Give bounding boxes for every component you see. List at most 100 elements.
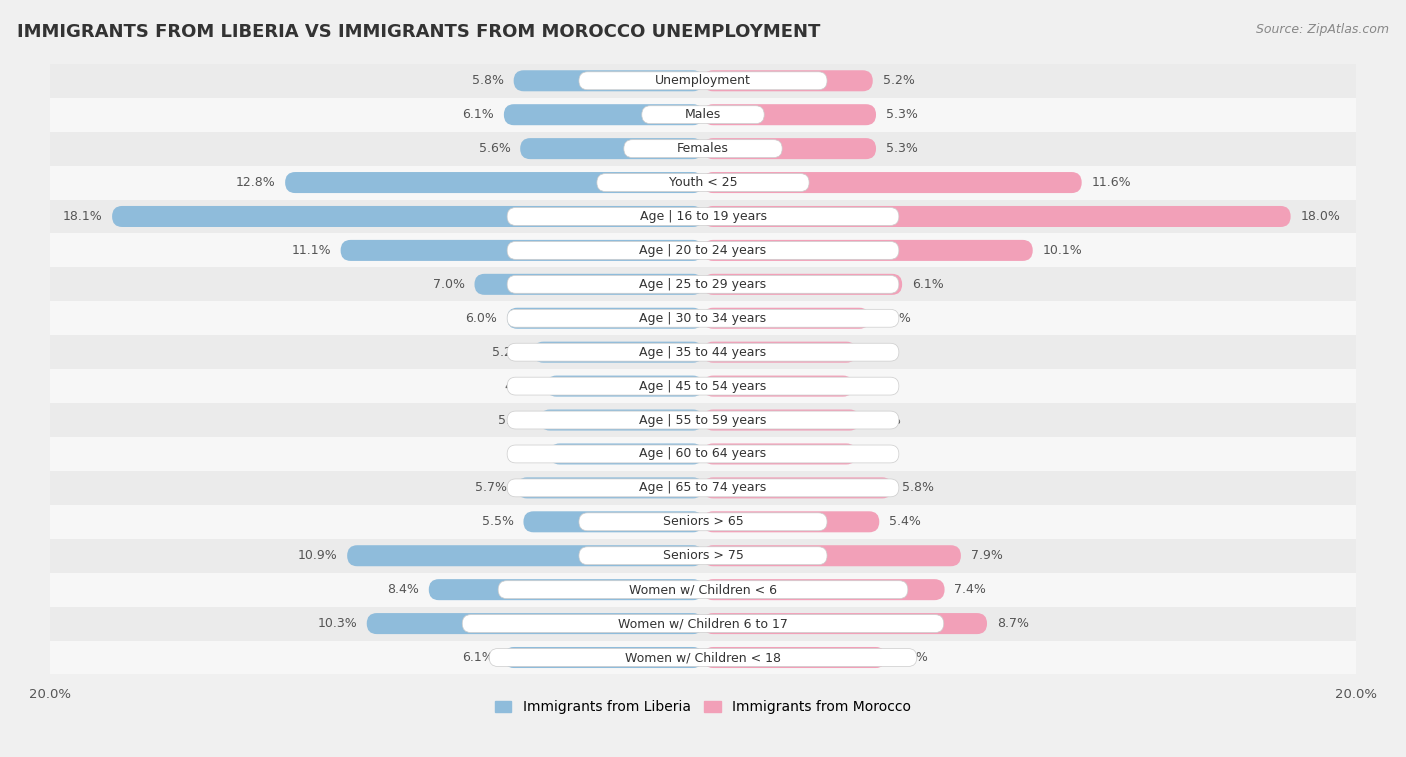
- FancyBboxPatch shape: [51, 200, 1355, 233]
- Text: 5.6%: 5.6%: [896, 651, 928, 664]
- Text: 4.7%: 4.7%: [866, 447, 898, 460]
- FancyBboxPatch shape: [508, 377, 898, 395]
- FancyBboxPatch shape: [51, 403, 1355, 437]
- FancyBboxPatch shape: [703, 511, 879, 532]
- Text: 5.8%: 5.8%: [903, 481, 934, 494]
- Text: 11.1%: 11.1%: [291, 244, 330, 257]
- FancyBboxPatch shape: [579, 72, 827, 90]
- FancyBboxPatch shape: [703, 375, 853, 397]
- Text: 6.1%: 6.1%: [912, 278, 943, 291]
- Text: 5.2%: 5.2%: [883, 74, 914, 87]
- FancyBboxPatch shape: [340, 240, 703, 261]
- Text: Unemployment: Unemployment: [655, 74, 751, 87]
- Text: 5.7%: 5.7%: [475, 481, 508, 494]
- Text: IMMIGRANTS FROM LIBERIA VS IMMIGRANTS FROM MOROCCO UNEMPLOYMENT: IMMIGRANTS FROM LIBERIA VS IMMIGRANTS FR…: [17, 23, 820, 41]
- Text: 5.3%: 5.3%: [886, 108, 918, 121]
- FancyBboxPatch shape: [520, 138, 703, 159]
- Text: 6.0%: 6.0%: [465, 312, 498, 325]
- Text: 11.6%: 11.6%: [1091, 176, 1130, 189]
- Text: Youth < 25: Youth < 25: [669, 176, 737, 189]
- FancyBboxPatch shape: [579, 547, 827, 565]
- FancyBboxPatch shape: [503, 647, 703, 668]
- Text: 10.9%: 10.9%: [298, 550, 337, 562]
- FancyBboxPatch shape: [508, 479, 898, 497]
- Text: Age | 25 to 29 years: Age | 25 to 29 years: [640, 278, 766, 291]
- Text: Source: ZipAtlas.com: Source: ZipAtlas.com: [1256, 23, 1389, 36]
- Text: 8.7%: 8.7%: [997, 617, 1029, 630]
- FancyBboxPatch shape: [703, 274, 903, 294]
- FancyBboxPatch shape: [51, 301, 1355, 335]
- Text: 4.7%: 4.7%: [508, 447, 540, 460]
- Text: 18.1%: 18.1%: [62, 210, 103, 223]
- FancyBboxPatch shape: [498, 581, 908, 599]
- FancyBboxPatch shape: [703, 70, 873, 92]
- FancyBboxPatch shape: [703, 444, 856, 465]
- FancyBboxPatch shape: [508, 445, 898, 463]
- Text: Age | 16 to 19 years: Age | 16 to 19 years: [640, 210, 766, 223]
- FancyBboxPatch shape: [508, 310, 898, 327]
- FancyBboxPatch shape: [703, 579, 945, 600]
- Text: 18.0%: 18.0%: [1301, 210, 1340, 223]
- FancyBboxPatch shape: [703, 410, 859, 431]
- FancyBboxPatch shape: [703, 647, 886, 668]
- FancyBboxPatch shape: [508, 343, 898, 361]
- Text: 6.1%: 6.1%: [463, 108, 494, 121]
- FancyBboxPatch shape: [347, 545, 703, 566]
- FancyBboxPatch shape: [703, 138, 876, 159]
- FancyBboxPatch shape: [533, 341, 703, 363]
- FancyBboxPatch shape: [517, 478, 703, 498]
- FancyBboxPatch shape: [703, 613, 987, 634]
- Text: 7.4%: 7.4%: [955, 583, 986, 597]
- Text: Age | 65 to 74 years: Age | 65 to 74 years: [640, 481, 766, 494]
- FancyBboxPatch shape: [51, 98, 1355, 132]
- FancyBboxPatch shape: [51, 64, 1355, 98]
- FancyBboxPatch shape: [598, 173, 808, 192]
- FancyBboxPatch shape: [547, 375, 703, 397]
- Text: 10.3%: 10.3%: [318, 617, 357, 630]
- Text: 7.0%: 7.0%: [433, 278, 464, 291]
- FancyBboxPatch shape: [51, 166, 1355, 200]
- FancyBboxPatch shape: [474, 274, 703, 294]
- FancyBboxPatch shape: [703, 240, 1033, 261]
- Text: 4.6%: 4.6%: [863, 379, 894, 393]
- FancyBboxPatch shape: [579, 512, 827, 531]
- Text: 4.8%: 4.8%: [869, 413, 901, 426]
- FancyBboxPatch shape: [540, 410, 703, 431]
- FancyBboxPatch shape: [463, 615, 943, 633]
- Text: Males: Males: [685, 108, 721, 121]
- FancyBboxPatch shape: [285, 172, 703, 193]
- FancyBboxPatch shape: [513, 70, 703, 92]
- Text: 4.8%: 4.8%: [505, 379, 537, 393]
- FancyBboxPatch shape: [703, 104, 876, 125]
- FancyBboxPatch shape: [703, 545, 960, 566]
- Text: 5.6%: 5.6%: [478, 142, 510, 155]
- Text: 8.4%: 8.4%: [387, 583, 419, 597]
- FancyBboxPatch shape: [489, 649, 917, 666]
- FancyBboxPatch shape: [703, 172, 1081, 193]
- FancyBboxPatch shape: [51, 233, 1355, 267]
- FancyBboxPatch shape: [503, 104, 703, 125]
- Text: 5.4%: 5.4%: [889, 516, 921, 528]
- FancyBboxPatch shape: [51, 539, 1355, 573]
- FancyBboxPatch shape: [429, 579, 703, 600]
- FancyBboxPatch shape: [508, 411, 898, 429]
- Text: Age | 35 to 44 years: Age | 35 to 44 years: [640, 346, 766, 359]
- Text: 4.7%: 4.7%: [866, 346, 898, 359]
- Text: Females: Females: [678, 142, 728, 155]
- FancyBboxPatch shape: [51, 573, 1355, 606]
- Text: Age | 20 to 24 years: Age | 20 to 24 years: [640, 244, 766, 257]
- Legend: Immigrants from Liberia, Immigrants from Morocco: Immigrants from Liberia, Immigrants from…: [495, 700, 911, 714]
- FancyBboxPatch shape: [703, 478, 893, 498]
- FancyBboxPatch shape: [703, 341, 856, 363]
- FancyBboxPatch shape: [508, 308, 703, 329]
- Text: 7.9%: 7.9%: [970, 550, 1002, 562]
- FancyBboxPatch shape: [703, 308, 869, 329]
- FancyBboxPatch shape: [641, 106, 765, 123]
- Text: 5.2%: 5.2%: [492, 346, 523, 359]
- FancyBboxPatch shape: [51, 267, 1355, 301]
- Text: Seniors > 65: Seniors > 65: [662, 516, 744, 528]
- Text: Age | 60 to 64 years: Age | 60 to 64 years: [640, 447, 766, 460]
- FancyBboxPatch shape: [51, 437, 1355, 471]
- Text: Women w/ Children < 6: Women w/ Children < 6: [628, 583, 778, 597]
- Text: Age | 30 to 34 years: Age | 30 to 34 years: [640, 312, 766, 325]
